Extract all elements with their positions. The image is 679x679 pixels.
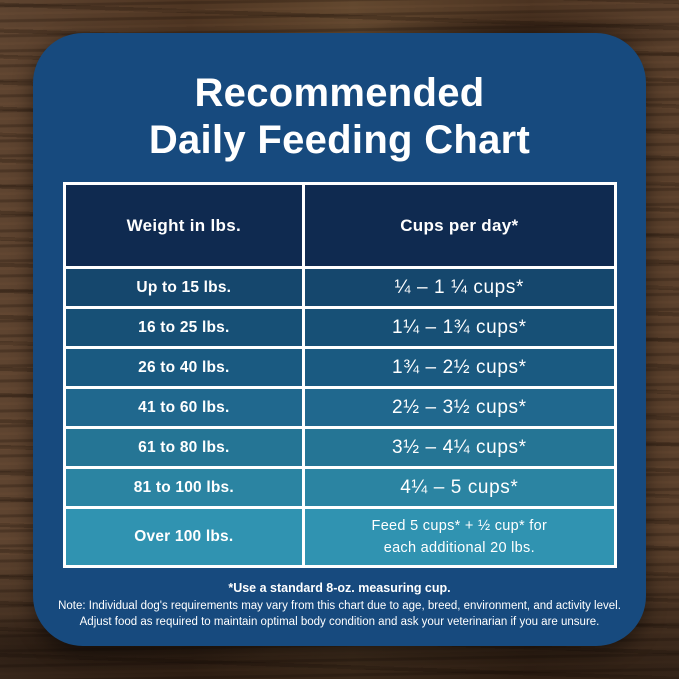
page-title-line1: Recommended [194, 71, 485, 115]
weight-cell: 41 to 60 lbs. [66, 389, 302, 426]
table-row: 16 to 25 lbs. 1¼ – 1¾ cups* [66, 309, 614, 346]
table-row: 41 to 60 lbs. 2½ – 3½ cups* [66, 389, 614, 426]
cups-cell: 3½ – 4¼ cups* [304, 429, 614, 466]
cups-cell: 1¾ – 2½ cups* [304, 349, 614, 386]
cups-cell-line1: Feed 5 cups* + ½ cup* for [371, 517, 548, 534]
weight-cell: 26 to 40 lbs. [66, 349, 302, 386]
weight-cell: 16 to 25 lbs. [66, 309, 302, 346]
weight-cell: Up to 15 lbs. [66, 269, 302, 306]
cups-cell-line2: each additional 20 lbs. [383, 540, 535, 556]
table-row: 61 to 80 lbs. 3½ – 4¼ cups* [66, 429, 614, 466]
cups-cell: 4¼ – 5 cups* [304, 469, 614, 506]
footnotes: *Use a standard 8-oz. measuring cup. Not… [47, 581, 632, 630]
table-row: Over 100 lbs. Feed 5 cups* + ½ cup* for … [66, 509, 614, 565]
cups-cell: Feed 5 cups* + ½ cup* for each additiona… [304, 509, 614, 565]
variance-note-line2: Adjust food as required to maintain opti… [79, 616, 600, 629]
feeding-chart-card: Recommended Daily Feeding Chart Weight i… [33, 33, 646, 646]
measuring-cup-note: *Use a standard 8-oz. measuring cup. [228, 581, 451, 595]
cups-cell: 1¼ – 1¾ cups* [304, 309, 614, 346]
table-row: 81 to 100 lbs. 4¼ – 5 cups* [66, 469, 614, 506]
weight-cell: 61 to 80 lbs. [66, 429, 302, 466]
column-header-weight: Weight in lbs. [66, 185, 302, 266]
weight-cell: Over 100 lbs. [66, 509, 302, 565]
cups-cell: ¼ – 1 ¼ cups* [304, 269, 614, 306]
table-row: 26 to 40 lbs. 1¾ – 2½ cups* [66, 349, 614, 386]
weight-cell: 81 to 100 lbs. [66, 469, 302, 506]
feeding-table: Weight in lbs. Cups per day* Up to 15 lb… [63, 182, 617, 568]
variance-note-line1: Note: Individual dog's requirements may … [58, 600, 621, 612]
table-header-row: Weight in lbs. Cups per day* [66, 185, 614, 266]
page-title-line2: Daily Feeding Chart [148, 117, 531, 162]
page-title: Recommended Daily Feeding Chart [33, 70, 646, 164]
column-header-cups: Cups per day* [304, 185, 614, 266]
cups-cell: 2½ – 3½ cups* [304, 389, 614, 426]
table-row: Up to 15 lbs. ¼ – 1 ¼ cups* [66, 269, 614, 306]
